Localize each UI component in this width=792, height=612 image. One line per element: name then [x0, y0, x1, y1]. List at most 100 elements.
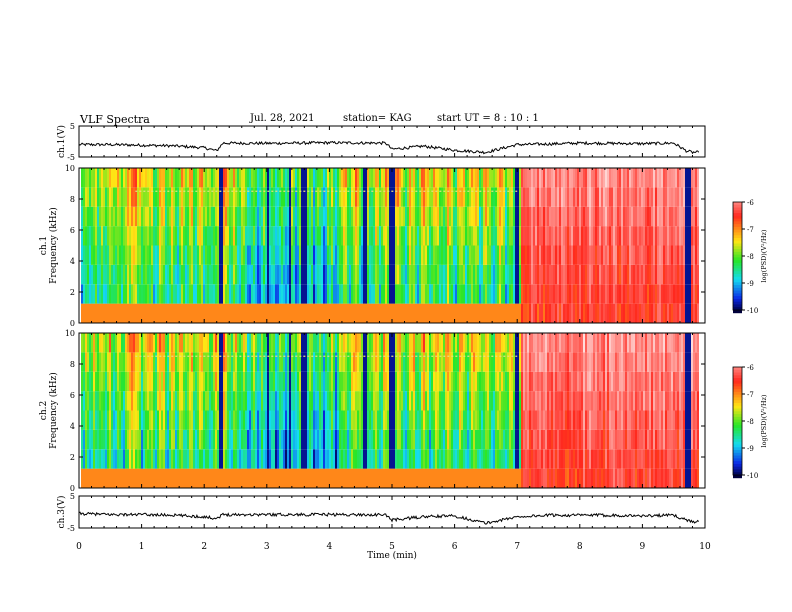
- ch1-spectrogram-cell: [431, 187, 433, 207]
- ch1-spectrogram-cell: [601, 187, 603, 207]
- ch1-spectrogram-cell: [155, 245, 157, 265]
- ch2-spectrogram-cell: [281, 333, 283, 353]
- ch1-spectrogram-cell: [467, 187, 469, 207]
- ch2-spectrogram-cell: [631, 333, 633, 353]
- ch2-spectrogram-cell: [389, 429, 391, 450]
- ch2-spectrogram-cell: [317, 468, 319, 488]
- ch1-spectrogram-cell: [141, 264, 143, 285]
- ch1-spectrogram-cell: [379, 264, 381, 285]
- ch1-spectrogram-cell: [483, 284, 485, 304]
- ch1-spectrogram-cell: [679, 245, 681, 265]
- ch2-spectrogram-cell: [239, 371, 241, 392]
- ch1-spectrogram-cell: [597, 226, 599, 246]
- ch1-spectrogram-cell: [437, 303, 439, 323]
- ch2-spectrogram-cell: [359, 391, 361, 411]
- ch2-spectrogram-cell: [405, 468, 407, 488]
- ch2-spectrogram-cell: [193, 352, 195, 372]
- ch1-spectrogram-cell: [349, 284, 351, 304]
- ch1-spectrogram-cell: [361, 264, 363, 285]
- ch1-spectrogram-cell: [177, 168, 179, 188]
- ch1-spectrogram-cell: [169, 264, 171, 285]
- ch2-spectrogram-cell: [287, 468, 289, 488]
- ch1-spectrogram-cell: [447, 303, 449, 323]
- ch2-spectrogram-cell: [475, 429, 477, 450]
- ch1-spectrogram-cell: [457, 206, 459, 227]
- ch1-spectrogram-cell: [599, 168, 601, 188]
- ch2-spectrogram-cell: [355, 410, 357, 430]
- ch2-spectrogram-cell: [103, 391, 105, 411]
- ch2-spectrogram-cell: [595, 410, 597, 430]
- ch1-spectrogram-cell: [205, 168, 207, 188]
- ch1-spectrogram-cell: [365, 187, 367, 207]
- ch2-spectrogram-cell: [115, 468, 117, 488]
- ch1-spectrogram-cell: [521, 168, 523, 188]
- ch1-spectrogram-cell: [465, 226, 467, 246]
- ch2-spectrogram-cell: [497, 468, 499, 488]
- ch2-spectrogram-cell: [555, 333, 557, 353]
- ch2-spectrogram-cell: [81, 429, 83, 450]
- ch2-spectrogram-cell: [635, 449, 637, 469]
- ch2-spectrogram-cell: [107, 333, 109, 353]
- ch1-spectrogram-cell: [215, 206, 217, 227]
- ch1-spectrogram-cell: [393, 245, 395, 265]
- ch1-spectrogram-cell: [263, 206, 265, 227]
- ch2-spectrogram-cell: [535, 371, 537, 392]
- ch1-spectrogram-cell: [161, 206, 163, 227]
- ch2-spectrogram-cell: [511, 333, 513, 353]
- ch2-spectrogram-cell: [571, 410, 573, 430]
- ch1-spectrogram-cell: [237, 245, 239, 265]
- ch1-spectrogram-cell: [281, 168, 283, 188]
- ch1-spectrogram-cell: [139, 284, 141, 304]
- ch1-spectrogram-cell: [693, 264, 695, 285]
- ch1-spectrogram-cell: [697, 264, 699, 285]
- ch1-spectrogram-cell: [165, 245, 167, 265]
- ch1-spectrogram-cell: [299, 226, 301, 246]
- ch1-spectrogram-cell: [185, 245, 187, 265]
- ch1-spectrogram-cell: [661, 187, 663, 207]
- ch2-spectrogram-cell: [563, 429, 565, 450]
- ch2-spectrogram-cell: [399, 352, 401, 372]
- ch1-spectrogram-cell: [433, 264, 435, 285]
- ch2-spectrogram-cell: [497, 333, 499, 353]
- ch2-spectrogram-cell: [465, 371, 467, 392]
- ch1-spectrogram-cell: [597, 264, 599, 285]
- ch1-spectrogram-cell: [147, 168, 149, 188]
- ch2-spectrogram-cell: [513, 371, 515, 392]
- ch2-spectrogram-cell: [131, 468, 133, 488]
- ch1-spectrogram-cell: [375, 264, 377, 285]
- ch1-spectrogram-cell: [405, 303, 407, 323]
- ch1-spectrogram-cell: [153, 168, 155, 188]
- ch1-spectrogram-cell: [641, 245, 643, 265]
- ch1-spectrogram-cell: [357, 187, 359, 207]
- ch2-spectrogram-cell: [415, 449, 417, 469]
- ch2-spectrogram-cell: [147, 410, 149, 430]
- ch2-spectrogram-cell: [557, 468, 559, 488]
- ch2-spectrogram-cell: [305, 352, 307, 372]
- ch2-spectrogram-cell: [173, 391, 175, 411]
- ch1-spectrogram-cell: [213, 245, 215, 265]
- ch2-spectrogram-cell: [439, 352, 441, 372]
- ch1-spectrogram-cell: [465, 303, 467, 323]
- ch2-spectrogram-cell: [129, 410, 131, 430]
- ch2-spectrogram-cell: [291, 429, 293, 450]
- ch2-spectrogram-cell: [223, 410, 225, 430]
- ch1-spectrogram-cell: [255, 264, 257, 285]
- ch2-spectrogram-cell: [645, 391, 647, 411]
- ch2-spectrogram-cell: [125, 410, 127, 430]
- ch1-spectrogram-cell: [401, 264, 403, 285]
- ch1-spectrogram-cell: [327, 303, 329, 323]
- ch1-spectrogram-cell: [325, 284, 327, 304]
- ch1-spectrogram-cell: [153, 303, 155, 323]
- ch2-spectrogram-cell: [287, 352, 289, 372]
- ch1-spectrogram-cell: [559, 245, 561, 265]
- ch1-spectrogram-cell: [575, 284, 577, 304]
- ch2-spectrogram-cell: [581, 391, 583, 411]
- ch1-spectrogram-cell: [541, 303, 543, 323]
- ch2-spectrogram-cell: [489, 352, 491, 372]
- ch1-spectrogram-cell: [581, 245, 583, 265]
- ch2-spectrogram-cell: [133, 371, 135, 392]
- ch1-spectrogram-cell: [443, 206, 445, 227]
- ch2-spectrogram-cell: [157, 449, 159, 469]
- ch2-spectrogram-cell: [105, 391, 107, 411]
- ch2-spectrogram-cell: [577, 449, 579, 469]
